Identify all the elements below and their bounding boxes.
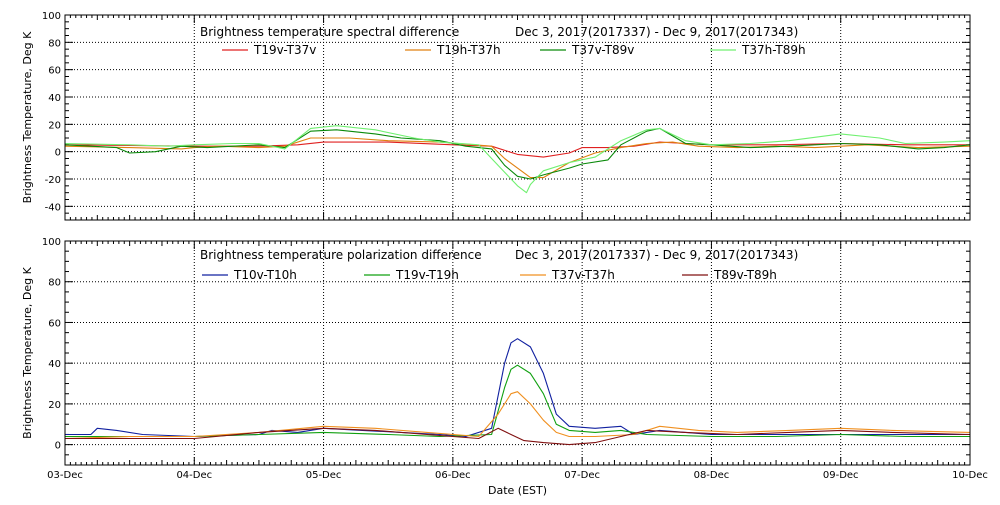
x-axis-label: Date (EST) [488, 484, 547, 497]
x-tick-label: 07-Dec [564, 470, 600, 481]
y-tick-label: 0 [55, 441, 61, 452]
plot-frame [64, 14, 971, 221]
series-line-t19v-t37v [65, 141, 970, 158]
x-tick-label: 09-Dec [823, 470, 859, 481]
legend-entry: T37v-T37h [551, 268, 615, 282]
chart-title: Brightness temperature spectral differen… [200, 25, 459, 39]
y-tick-label: 60 [48, 318, 61, 329]
y-tick-label: -40 [45, 202, 61, 213]
x-tick-label: 05-Dec [306, 470, 342, 481]
x-tick-label: 06-Dec [435, 470, 471, 481]
chart-date-range: Dec 3, 2017(2017337) - Dec 9, 2017(20173… [515, 248, 798, 262]
chart-date-range: Dec 3, 2017(2017337) - Dec 9, 2017(20173… [515, 25, 798, 39]
y-axis-label: Brightness Temperature, Deg K [21, 31, 34, 203]
y-tick-label: 100 [42, 237, 61, 248]
legend-entry: T19v-T19h [395, 268, 459, 282]
series-line-t37v-t89v [65, 127, 970, 180]
y-tick-label: 100 [42, 11, 61, 22]
y-tick-label: -20 [45, 175, 61, 186]
y-tick-label: 0 [55, 148, 61, 159]
plot-frame [64, 240, 971, 466]
y-axis-label: Brightness Temperature, Deg K [21, 266, 34, 438]
y-tick-label: 20 [48, 120, 61, 131]
series-line-t10v-t10h [65, 338, 970, 438]
chart-title: Brightness temperature polarization diff… [200, 248, 482, 262]
y-tick-label: 60 [48, 66, 61, 77]
y-tick-label: 80 [48, 278, 61, 289]
legend-entry: T19h-T37h [436, 43, 501, 57]
y-tick-label: 40 [48, 359, 61, 370]
series-line-t19v-t19h [65, 364, 970, 438]
series-line-t37h-t89h [65, 125, 970, 194]
legend-entry: T10v-T10h [233, 268, 297, 282]
x-tick-label: 03-Dec [47, 470, 83, 481]
legend-entry: T89v-T89h [713, 268, 777, 282]
series-line-t89v-t89h [65, 427, 970, 446]
legend-entry: T37v-T89v [571, 43, 634, 57]
legend-entry: T37h-T89h [741, 43, 806, 57]
x-tick-label: 04-Dec [176, 470, 212, 481]
y-tick-label: 20 [48, 400, 61, 411]
y-tick-label: 40 [48, 93, 61, 104]
legend-entry: T19v-T37v [253, 43, 316, 57]
y-tick-label: 80 [48, 38, 61, 49]
series-line-t37v-t37h [65, 391, 970, 440]
x-tick-label: 10-Dec [952, 470, 988, 481]
x-tick-label: 08-Dec [694, 470, 730, 481]
